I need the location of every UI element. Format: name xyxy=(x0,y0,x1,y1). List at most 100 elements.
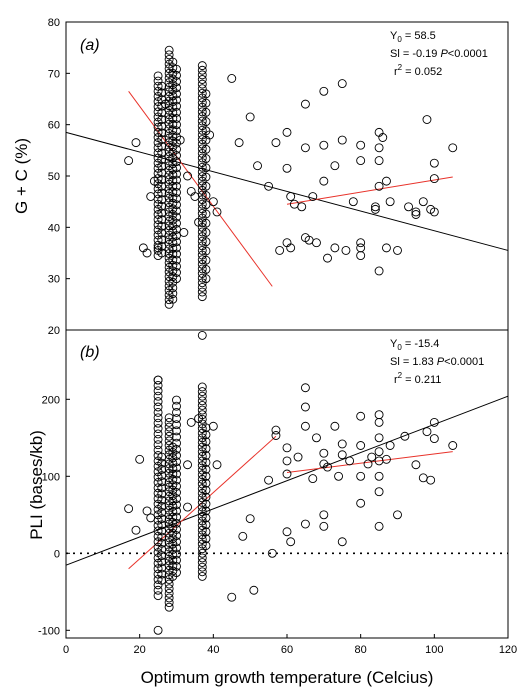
data-point xyxy=(157,514,167,524)
data-point xyxy=(245,514,255,524)
data-point xyxy=(157,495,167,505)
data-point xyxy=(201,444,211,454)
data-point xyxy=(201,181,211,191)
data-point xyxy=(300,421,310,431)
data-point xyxy=(172,506,181,516)
data-point xyxy=(172,212,181,222)
data-point xyxy=(164,427,174,437)
data-point xyxy=(429,158,439,168)
data-point xyxy=(157,520,167,530)
panel-b-intercept: Y0 = -15.4 xyxy=(390,338,439,352)
data-point xyxy=(197,236,207,246)
data-point xyxy=(172,151,181,160)
data-point xyxy=(153,407,163,417)
data-point xyxy=(172,231,181,240)
data-point xyxy=(157,464,167,474)
data-point xyxy=(172,438,181,448)
data-point xyxy=(157,575,167,585)
data-point xyxy=(212,207,222,217)
data-point xyxy=(300,99,310,109)
data-point xyxy=(172,144,181,154)
data-point xyxy=(312,238,321,248)
y-tick-label: 200 xyxy=(42,394,60,406)
data-point xyxy=(172,114,181,123)
data-point xyxy=(146,513,156,523)
data-point xyxy=(153,434,163,444)
data-point xyxy=(164,598,174,608)
x-tick-label: 80 xyxy=(355,644,367,656)
data-point xyxy=(172,543,181,553)
data-point xyxy=(411,207,421,217)
data-point xyxy=(172,457,181,467)
data-point xyxy=(153,429,163,439)
data-point xyxy=(157,458,167,468)
data-point xyxy=(124,156,134,166)
data-point xyxy=(282,527,292,537)
data-point xyxy=(172,255,181,265)
data-point xyxy=(227,592,237,602)
data-point xyxy=(168,57,178,67)
data-point xyxy=(197,245,207,255)
data-point xyxy=(374,487,384,497)
regression-line xyxy=(65,131,509,251)
data-point xyxy=(172,561,181,571)
data-point xyxy=(197,88,207,98)
data-point xyxy=(183,502,193,512)
data-point xyxy=(334,471,344,481)
data-point xyxy=(142,506,152,516)
data-point xyxy=(172,475,181,485)
data-point xyxy=(179,228,189,237)
data-point xyxy=(201,457,211,467)
data-point xyxy=(205,130,215,140)
x-tick-label: 100 xyxy=(425,644,443,656)
panel-b-slope: Sl = 1.83 P<0.0001 xyxy=(390,356,484,368)
data-point xyxy=(157,569,167,579)
data-point xyxy=(253,161,262,171)
data-point xyxy=(249,585,259,595)
data-point xyxy=(172,414,181,423)
data-point xyxy=(153,71,163,81)
data-point xyxy=(330,161,340,171)
data-point xyxy=(201,200,211,210)
data-point xyxy=(157,128,167,138)
data-point xyxy=(308,192,318,201)
data-point xyxy=(172,120,181,130)
data-point xyxy=(153,81,163,91)
y-tick-label: 100 xyxy=(42,471,60,483)
data-point xyxy=(422,427,432,437)
data-point xyxy=(267,548,277,558)
data-point xyxy=(374,521,384,531)
data-point xyxy=(197,330,207,340)
data-point xyxy=(201,144,211,154)
data-point xyxy=(172,395,181,405)
data-point xyxy=(197,79,207,89)
data-point xyxy=(400,431,410,441)
data-point xyxy=(356,498,366,508)
data-point xyxy=(183,460,193,470)
data-point xyxy=(319,510,329,520)
data-point xyxy=(319,140,329,150)
data-point xyxy=(153,380,163,390)
data-point xyxy=(157,532,167,542)
data-point xyxy=(164,50,174,60)
data-point xyxy=(356,411,366,421)
data-point xyxy=(448,143,458,153)
data-point xyxy=(157,148,167,158)
data-point xyxy=(367,452,377,462)
data-point xyxy=(282,456,292,466)
data-point xyxy=(186,417,196,427)
data-point xyxy=(208,421,218,431)
data-point xyxy=(197,391,207,401)
data-point xyxy=(374,447,384,457)
data-point xyxy=(172,249,181,259)
data-point xyxy=(337,79,347,89)
data-point xyxy=(271,425,281,435)
y-tick-label: 30 xyxy=(48,274,60,286)
data-point xyxy=(201,437,211,447)
data-point xyxy=(197,571,207,581)
data-point xyxy=(429,174,439,184)
y-tick-label: 70 xyxy=(48,68,60,80)
data-point xyxy=(153,418,163,428)
y-tick-label: 60 xyxy=(48,120,60,132)
data-point xyxy=(164,584,174,594)
